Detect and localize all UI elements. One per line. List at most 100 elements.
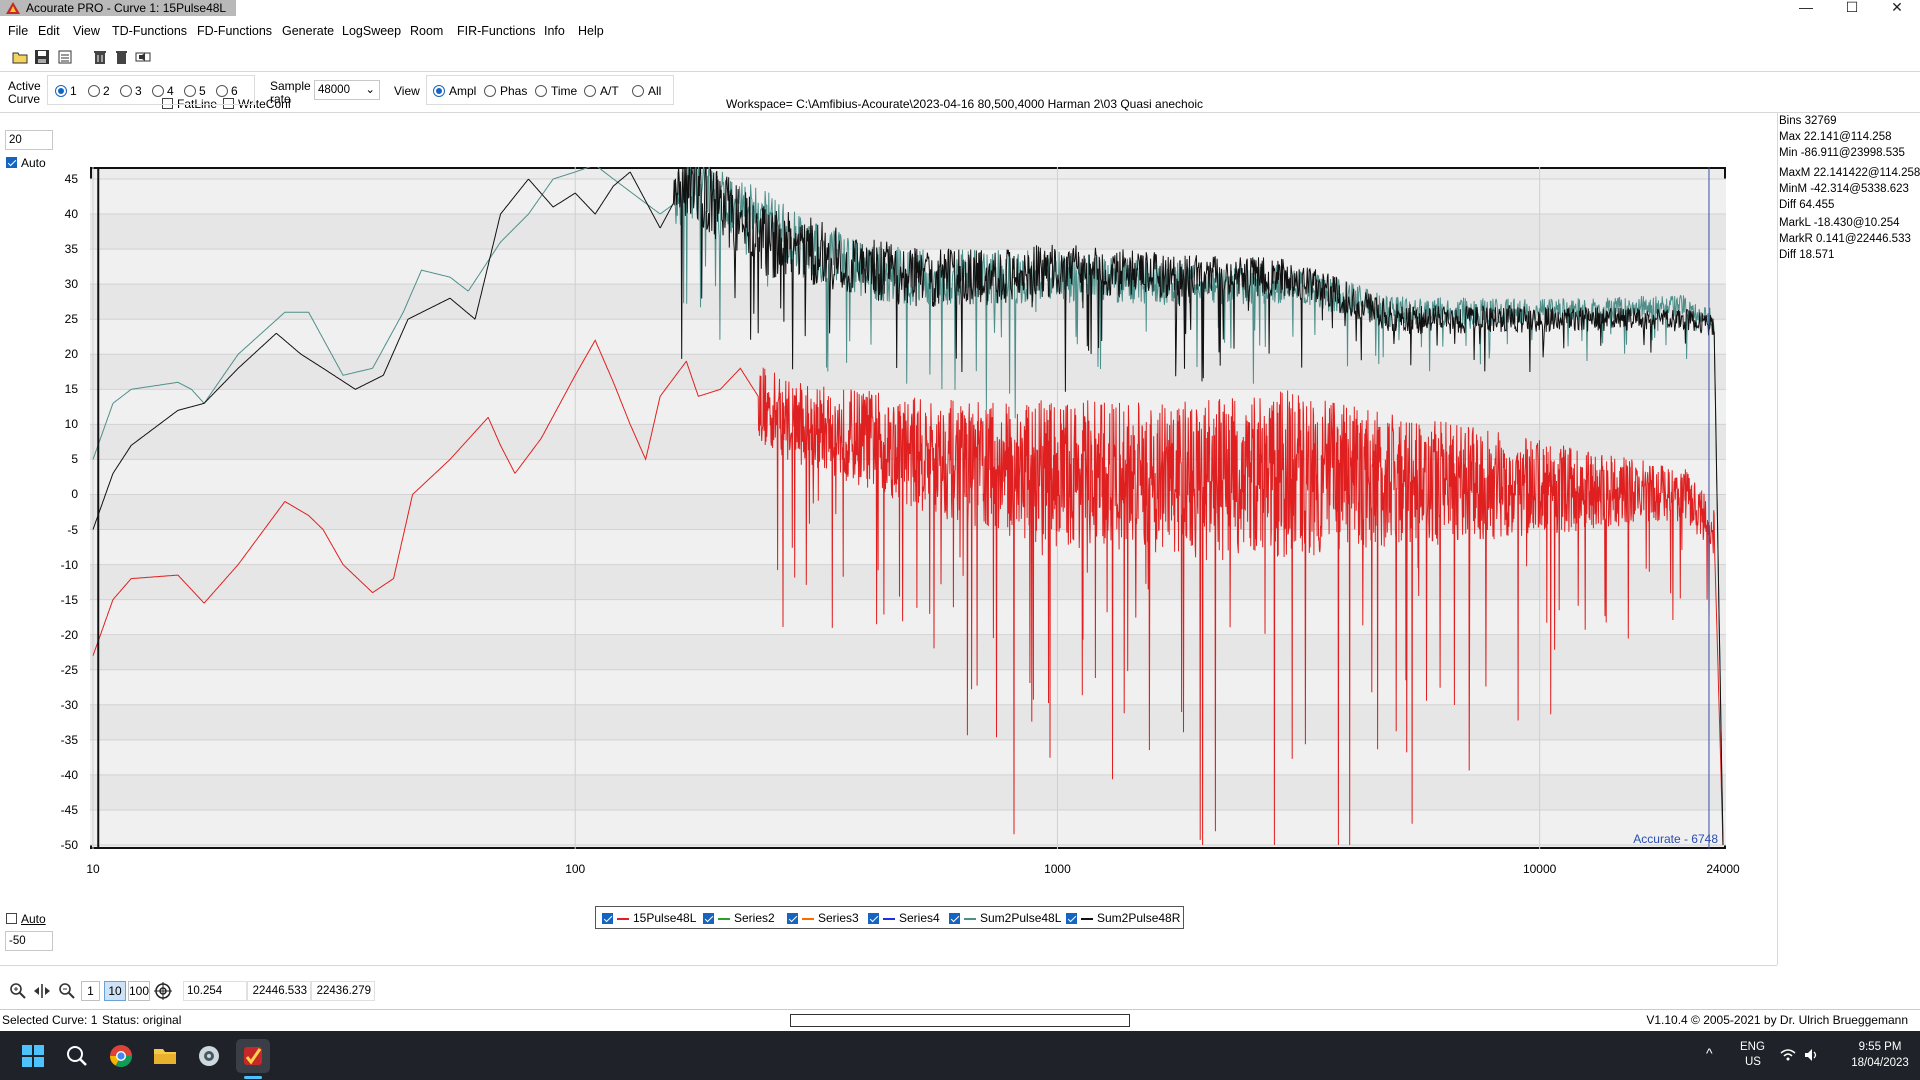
view-radio-phas[interactable]	[484, 85, 496, 97]
zoom-1-button[interactable]: 1	[81, 981, 100, 1001]
zoom-10-button[interactable]: 10	[104, 981, 126, 1001]
y-top-auto-label: Auto	[21, 156, 46, 170]
menu-fd-functions[interactable]: FD-Functions	[197, 24, 273, 38]
fatline-checkbox[interactable]	[162, 98, 173, 109]
file-explorer-icon[interactable]	[148, 1039, 182, 1073]
curve-radio-3[interactable]	[120, 85, 132, 97]
version-info: V1.10.4 © 2005-2021 by Dr. Ulrich Bruegg…	[1646, 1013, 1908, 1027]
progress-bar	[790, 1014, 1130, 1027]
maximize-button[interactable]: ☐	[1845, 0, 1859, 15]
y-bottom-auto-checkbox[interactable]	[6, 913, 17, 924]
minimize-button[interactable]: —	[1799, 0, 1813, 15]
delete-curves-icon[interactable]	[91, 48, 109, 66]
wifi-icon[interactable]	[1780, 1047, 1796, 1063]
menu-room[interactable]: Room	[410, 24, 444, 38]
frequency-response-chart[interactable]: Accurate - 6748	[90, 167, 1726, 849]
menu-view[interactable]: View	[73, 24, 100, 38]
view-radio-time[interactable]	[535, 85, 547, 97]
legend-label: Series2	[734, 911, 775, 925]
view-radio-all[interactable]	[632, 85, 644, 97]
stat-diff2: Diff 18.571	[1779, 249, 1835, 261]
y-tick-label: -20	[60, 627, 78, 642]
curve-radio-5[interactable]	[184, 85, 196, 97]
menu-info[interactable]: Info	[544, 24, 565, 38]
view-radio-time-label: Time	[551, 84, 578, 98]
open-folder-icon[interactable]	[11, 48, 29, 66]
menu-fir-functions[interactable]: FIR-Functions	[457, 24, 536, 38]
curve-radio-1[interactable]	[55, 85, 67, 97]
legend-label: Sum2Pulse48L	[980, 911, 1062, 925]
legend-item[interactable]: Series4	[868, 911, 940, 925]
curve-radio-2[interactable]	[88, 85, 100, 97]
mark-left-field[interactable]: 10.254	[183, 981, 247, 1001]
legend-item[interactable]: Series2	[703, 911, 775, 925]
chrome-icon[interactable]	[104, 1039, 138, 1073]
legend-swatch	[617, 917, 629, 920]
stat-diff1: Diff 64.455	[1779, 199, 1835, 211]
close-button[interactable]: ✕	[1891, 0, 1903, 15]
curve-radio-4[interactable]	[152, 85, 164, 97]
save-icon[interactable]	[33, 48, 51, 66]
gear-app-icon[interactable]	[192, 1039, 226, 1073]
menu-help[interactable]: Help	[578, 24, 604, 38]
legend-label: Sum2Pulse48R	[1097, 911, 1181, 925]
menu-file[interactable]: File	[8, 24, 29, 38]
mark-diff-field[interactable]: 22436.279	[311, 981, 375, 1001]
save-all-icon[interactable]	[56, 48, 74, 66]
active-app-indicator	[244, 1076, 262, 1079]
series-line-15Pulse48L	[92, 339, 1724, 846]
zoom-100-button[interactable]: 100	[128, 981, 150, 1001]
clock-time[interactable]: 9:55 PM	[1858, 1041, 1902, 1053]
sample-rate-value: 48000	[318, 84, 350, 96]
legend-checkbox[interactable]	[868, 913, 879, 924]
legend-checkbox[interactable]	[787, 913, 798, 924]
legend-checkbox[interactable]	[703, 913, 714, 924]
region-code[interactable]: US	[1745, 1056, 1761, 1068]
grid-band	[90, 599, 1726, 635]
curve-radio-6[interactable]	[216, 85, 228, 97]
writeconf-checkbox[interactable]	[223, 98, 234, 109]
y-bottom-input[interactable]: -50	[5, 931, 53, 951]
mark-right-field[interactable]: 22446.533	[247, 981, 311, 1001]
acourate-taskbar-button[interactable]	[236, 1039, 270, 1073]
language-code[interactable]: ENG	[1740, 1041, 1765, 1053]
view-radio-at-label: A/T	[600, 84, 619, 98]
writeconf-label: WriteConf	[238, 97, 292, 111]
legend-checkbox[interactable]	[949, 913, 960, 924]
legend-item[interactable]: 15Pulse48L	[602, 911, 696, 925]
legend-checkbox[interactable]	[602, 913, 613, 924]
stat-maxm: MaxM 22.141422@114.258	[1779, 167, 1920, 179]
clock-date[interactable]: 18/04/2023	[1851, 1057, 1909, 1069]
view-radio-at[interactable]	[584, 85, 596, 97]
menu-td-functions[interactable]: TD-Functions	[112, 24, 188, 38]
volume-icon[interactable]	[1803, 1047, 1819, 1063]
menu-logsweep[interactable]: LogSweep	[342, 24, 402, 38]
zoom-out-icon[interactable]	[58, 982, 76, 1000]
menu-generate[interactable]: Generate	[282, 24, 335, 38]
menu-edit[interactable]: Edit	[38, 24, 60, 38]
trash-icon[interactable]	[112, 48, 130, 66]
legend-item[interactable]: Sum2Pulse48L	[949, 911, 1061, 925]
legend-item[interactable]: Sum2Pulse48R	[1066, 911, 1180, 925]
windows-taskbar: ^ ENG US 9:55 PM 18/04/2023	[0, 1031, 1920, 1080]
chart-legend: 15Pulse48L Series2 Series3 Series4 Sum2P…	[595, 906, 1184, 929]
windows-start-icon[interactable]	[16, 1039, 50, 1073]
search-icon[interactable]	[60, 1039, 94, 1073]
stat-markr: MarkR 0.141@22446.533	[1779, 233, 1911, 245]
legend-item[interactable]: Series3	[787, 911, 859, 925]
y-tick-label: 10	[64, 417, 78, 432]
chevron-up-icon[interactable]: ^	[1706, 1045, 1713, 1061]
y-top-input[interactable]: 20	[5, 130, 53, 150]
legend-checkbox[interactable]	[1066, 913, 1077, 924]
legend-swatch	[718, 917, 730, 920]
view-radio-ampl[interactable]	[433, 85, 445, 97]
crosshair-target-icon[interactable]	[154, 982, 172, 1000]
legend-label: Series4	[899, 911, 940, 925]
window-title: Acourate PRO - Curve 1: 15Pulse48L	[0, 0, 237, 16]
zoom-horizontal-icon[interactable]	[33, 982, 51, 1000]
sample-rate-select[interactable]: 48000 ⌄	[314, 80, 380, 100]
y-tick-label: 30	[64, 277, 78, 292]
y-top-auto-checkbox[interactable]	[6, 157, 17, 168]
speaker-icon[interactable]	[134, 48, 152, 66]
zoom-in-icon[interactable]	[9, 982, 27, 1000]
